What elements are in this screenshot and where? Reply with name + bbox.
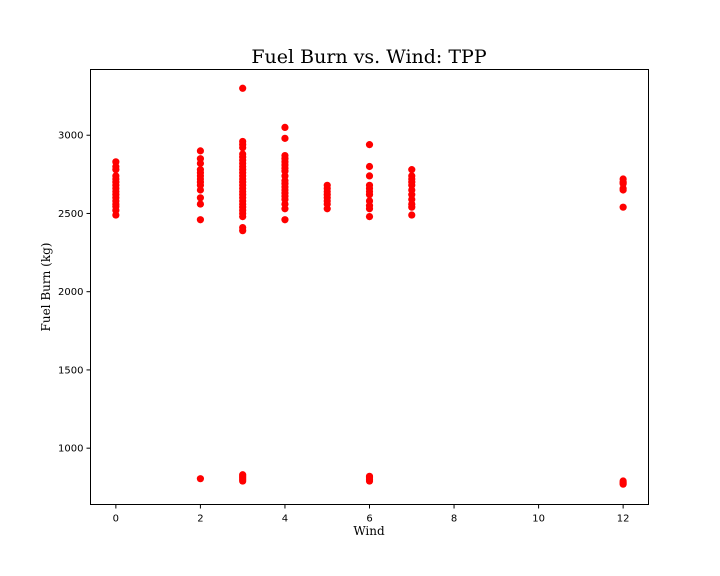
data-point: [365, 141, 374, 149]
data-point: [408, 166, 416, 174]
data-point: [281, 123, 289, 131]
data-point: [239, 84, 247, 92]
data-point: [196, 147, 205, 155]
y-tick-label: 2500: [58, 209, 83, 220]
data-point: [365, 172, 374, 180]
chart-title: Fuel Burn vs. Wind: TPP: [251, 46, 486, 68]
data-point: [281, 134, 289, 142]
y-tick-label: 3000: [58, 131, 83, 142]
data-point: [365, 472, 374, 480]
data-point: [112, 172, 120, 180]
x-tick-label: 6: [366, 514, 372, 525]
x-tick-label: 12: [617, 514, 630, 525]
data-point: [239, 137, 247, 146]
data-point: [323, 181, 331, 189]
data-point: [619, 203, 627, 211]
y-tick-label: 1000: [58, 444, 83, 455]
x-tick-label: 4: [282, 514, 288, 525]
plot-frame: [90, 69, 649, 505]
x-tick-label: 2: [197, 514, 203, 525]
data-point: [619, 477, 627, 485]
y-axis-label: Fuel Burn (kg): [39, 243, 53, 332]
y-axis-ticks: 1000 1500 2000 2500 3000: [58, 131, 91, 455]
data-point: [239, 471, 247, 479]
x-tick-label: 0: [113, 514, 119, 525]
data-point: [365, 181, 374, 189]
data-point: [196, 155, 205, 163]
x-axis-ticks: 0 2 4 6 8 10 12: [113, 504, 630, 525]
data-point: [196, 475, 205, 483]
x-tick-label: 10: [532, 514, 545, 525]
data-point: [365, 162, 374, 171]
x-tick-label: 8: [451, 514, 457, 525]
data-point: [408, 211, 416, 219]
data-point: [619, 175, 627, 183]
data-point: [365, 212, 374, 221]
data-point: [365, 197, 374, 205]
data-point: [239, 150, 247, 158]
data-points: [112, 84, 627, 488]
x-axis-label: Wind: [353, 524, 385, 538]
data-point: [112, 158, 120, 166]
data-point: [196, 194, 205, 202]
data-point: [196, 216, 205, 224]
plot-area: 0 2 4 6 8 10 12 1000 1500 2000 2500 3000: [58, 69, 649, 525]
data-point: [239, 223, 247, 232]
data-point: [408, 172, 416, 180]
y-tick-label: 1500: [58, 365, 83, 376]
data-point: [281, 151, 289, 160]
y-tick-label: 2000: [58, 287, 83, 298]
data-point: [281, 216, 289, 224]
data-point: [196, 200, 205, 208]
data-point: [196, 166, 205, 174]
